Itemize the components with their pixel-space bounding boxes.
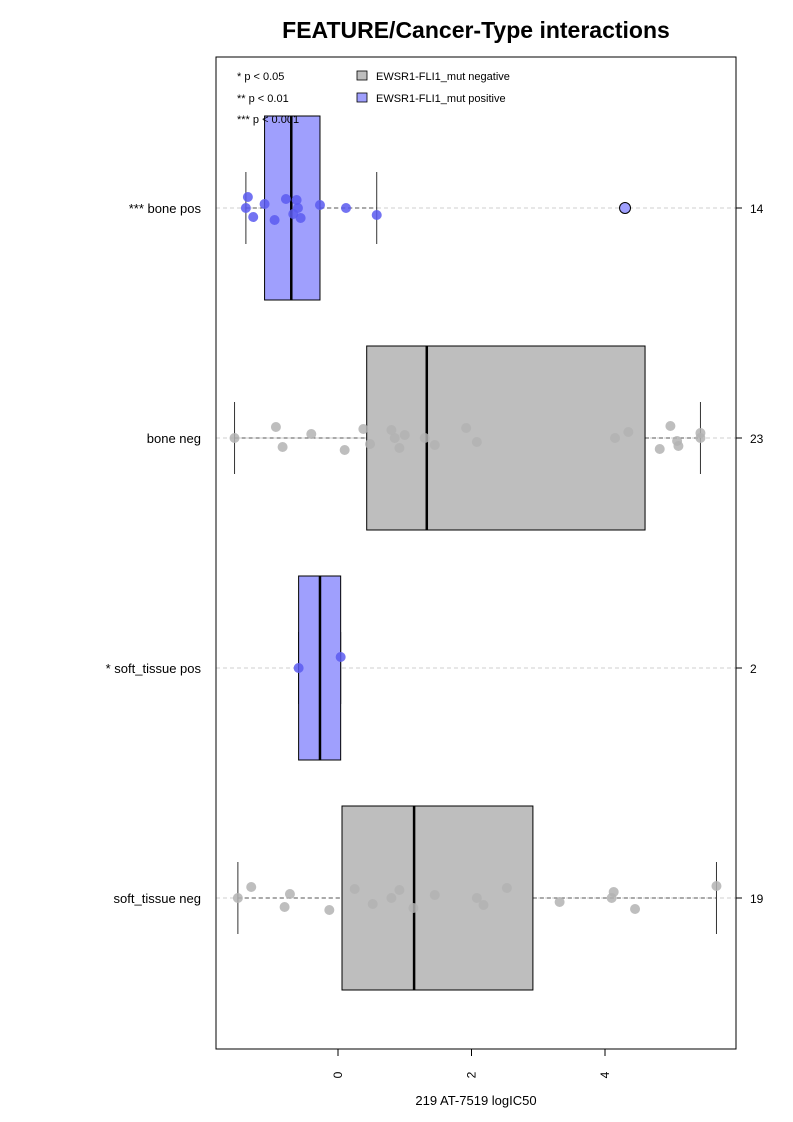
legend-swatch-negative (356, 70, 368, 81)
significance-note-1: * p < 0.05 (237, 71, 284, 83)
data-point (349, 884, 360, 894)
data-point (478, 900, 489, 910)
data-point (399, 430, 410, 440)
data-point (408, 903, 419, 913)
legend-label-positive: EWSR1-FLI1_mut positive (376, 93, 506, 105)
data-point (335, 652, 346, 662)
data-point (292, 203, 303, 213)
significance-note-3: *** p < 0.001 (237, 114, 299, 126)
data-point (501, 883, 512, 893)
data-point (367, 899, 378, 909)
data-point (610, 433, 621, 443)
data-point (229, 433, 240, 443)
data-point (314, 200, 325, 210)
data-point (695, 433, 706, 443)
data-point (248, 212, 259, 222)
data-point (394, 885, 405, 895)
group-count: 19 (750, 892, 764, 906)
data-point (471, 893, 482, 903)
data-point (341, 203, 352, 213)
data-point (654, 444, 665, 454)
data-point (232, 893, 243, 903)
data-point (711, 881, 722, 891)
data-point (429, 890, 440, 900)
legend-swatch-positive (356, 92, 368, 103)
plot-area (216, 115, 736, 991)
data-point (419, 433, 430, 443)
outlier-point (619, 202, 632, 214)
x-axis-label: 219 AT-7519 logIC50 (415, 1093, 536, 1108)
data-point (293, 663, 304, 673)
x-tick-label: 4 (598, 1071, 612, 1078)
data-point (324, 905, 335, 915)
group-count: 14 (750, 202, 764, 216)
data-point (673, 441, 684, 451)
data-point (389, 433, 400, 443)
data-point (306, 429, 317, 439)
x-tick-label: 2 (465, 1071, 479, 1078)
data-point (284, 889, 295, 899)
legend: * p < 0.05 ** p < 0.01 *** p < 0.001 EWS… (237, 70, 510, 126)
chart-title: FEATURE/Cancer-Type interactions (282, 17, 670, 43)
group-label: *** bone pos (129, 201, 202, 216)
data-point (339, 445, 350, 455)
data-point (461, 423, 472, 433)
data-point (386, 425, 397, 435)
data-point (429, 440, 440, 450)
data-point (630, 904, 641, 914)
x-tick-label: 0 (331, 1071, 345, 1078)
data-point (259, 199, 270, 209)
data-point (279, 902, 290, 912)
data-point (270, 422, 281, 432)
data-point (240, 203, 251, 213)
group-label: bone neg (147, 431, 201, 446)
legend-label-negative: EWSR1-FLI1_mut negative (376, 71, 510, 83)
group-label: soft_tissue neg (114, 891, 201, 906)
data-point (365, 439, 376, 449)
significance-note-2: ** p < 0.01 (237, 93, 289, 105)
data-point (386, 893, 397, 903)
data-point (471, 437, 482, 447)
data-point (242, 192, 253, 202)
box (366, 345, 646, 531)
data-point (277, 442, 288, 452)
data-point (269, 215, 280, 225)
data-point (291, 195, 302, 205)
data-point (295, 213, 306, 223)
data-point (394, 443, 405, 453)
data-point (608, 887, 619, 897)
group-count: 23 (750, 432, 764, 446)
group-count: 2 (750, 662, 757, 676)
group-label: * soft_tissue pos (106, 661, 202, 676)
data-point (665, 421, 676, 431)
data-point (371, 210, 382, 220)
data-point (623, 427, 634, 437)
data-point (554, 897, 565, 907)
data-point (246, 882, 257, 892)
data-point (358, 424, 369, 434)
data-point (280, 194, 291, 204)
